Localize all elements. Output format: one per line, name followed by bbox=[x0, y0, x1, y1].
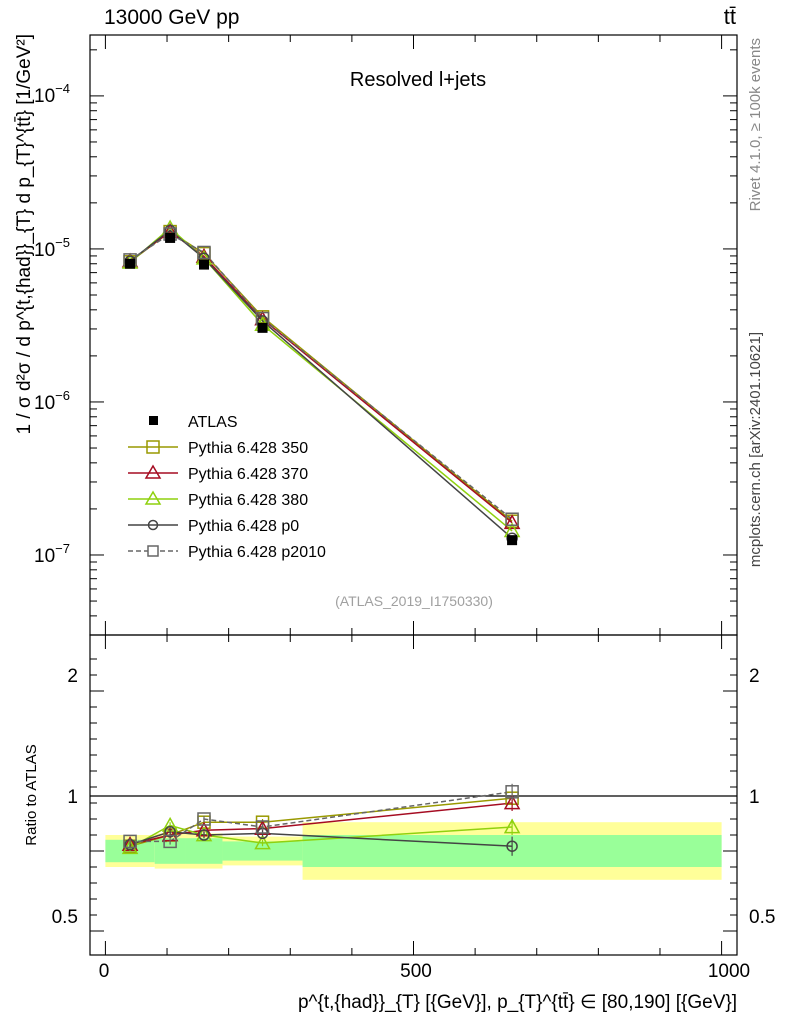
legend: ATLAS Pythia 6.428 350 Pythia 6.428 370 … bbox=[128, 414, 326, 561]
ratio-y-tick-label-1: 1 bbox=[67, 787, 78, 808]
ratio-panel-frame bbox=[89, 634, 738, 956]
y-axis-label: 1 / σ d²σ / d p^{t,{had}}_{T} d p_{T}^{t… bbox=[14, 34, 35, 434]
main-y-tick-labels: 10−7 10−6 10−5 10−4 bbox=[34, 81, 70, 567]
x-tick-label-1: 500 bbox=[400, 961, 432, 982]
data-point bbox=[507, 535, 518, 546]
legend-marker-2 bbox=[144, 490, 162, 505]
y-tick-label-2: 10−5 bbox=[34, 235, 70, 261]
ratio-marker-3 bbox=[506, 840, 518, 852]
ratio-markers bbox=[121, 783, 521, 856]
ratio-marker-4 bbox=[197, 812, 211, 826]
header-right: tt̄ bbox=[724, 4, 736, 29]
side-label-top: Rivet 4.1.0, ≥ 100k events bbox=[747, 38, 764, 211]
series-marker-4 bbox=[505, 512, 519, 526]
main-markers bbox=[121, 219, 521, 546]
legend-label-atlas: ATLAS bbox=[188, 414, 238, 431]
ratio-marker-4 bbox=[123, 834, 137, 849]
ratio-y-axis-label: Ratio to ATLAS bbox=[23, 744, 40, 845]
ratio-y-tick-label-right-0: 0.5 bbox=[749, 907, 775, 928]
ratio-axis-ticks bbox=[90, 635, 737, 955]
legend-marker-atlas bbox=[149, 416, 158, 425]
ratio-marker-1 bbox=[503, 794, 521, 810]
legend-marker-4 bbox=[147, 545, 159, 557]
ratio-marker-2 bbox=[503, 818, 521, 834]
ratio-y-tick-label-right-2: 2 bbox=[749, 666, 760, 687]
ratio-y-tick-label-right-1: 1 bbox=[749, 787, 760, 808]
data-point bbox=[198, 259, 209, 270]
y-tick-label-3: 10−4 bbox=[34, 81, 70, 107]
ratio-marker-4 bbox=[255, 820, 270, 834]
series-line-4 bbox=[129, 233, 513, 520]
legend-marker-1 bbox=[144, 464, 162, 479]
y-tick-label-0: 10−7 bbox=[34, 541, 70, 567]
series-line-2 bbox=[129, 227, 513, 532]
inner-uncertainty-band bbox=[222, 841, 303, 861]
series-marker-4 bbox=[197, 245, 211, 260]
x-tick-label-0: 0 bbox=[99, 961, 110, 982]
ratio-marker-4 bbox=[505, 785, 519, 799]
series-marker-1 bbox=[503, 514, 521, 530]
legend-label-2: Pythia 6.428 380 bbox=[188, 492, 308, 509]
ratio-marker-4 bbox=[163, 834, 177, 849]
header-left: 13000 GeV pp bbox=[104, 6, 239, 29]
data-point bbox=[257, 322, 268, 333]
legend-label-0: Pythia 6.428 350 bbox=[188, 440, 308, 457]
side-label-bottom: mcplots.cern.ch [arXiv:2401.10621] bbox=[747, 332, 764, 567]
x-tick-label-2: 1000 bbox=[708, 961, 750, 982]
analysis-watermark: (ATLAS_2019_I1750330) bbox=[335, 593, 493, 609]
legend-label-3: Pythia 6.428 p0 bbox=[188, 518, 299, 535]
legend-label-4: Pythia 6.428 p2010 bbox=[188, 544, 326, 561]
ratio-marker-2 bbox=[254, 834, 271, 850]
ratio-marker-3 bbox=[198, 829, 210, 841]
data-point bbox=[125, 258, 136, 269]
ratio-marker-3 bbox=[164, 826, 176, 838]
legend-marker-3 bbox=[147, 519, 159, 531]
data-point bbox=[165, 232, 176, 243]
plot-title: Resolved l+jets bbox=[350, 69, 486, 91]
legend-marker-0 bbox=[146, 440, 160, 454]
inner-uncertainty-band bbox=[185, 838, 223, 864]
legend-label-1: Pythia 6.428 370 bbox=[188, 466, 308, 483]
ratio-y-tick-label-2: 2 bbox=[67, 666, 78, 687]
x-axis-label: p^{t,{had}}_{T} [{GeV}], p_{T}^{tt̄} ∈ [… bbox=[298, 992, 737, 1013]
ratio-y-tick-label-0: 0.5 bbox=[52, 907, 78, 928]
y-tick-label-1: 10−6 bbox=[34, 388, 70, 414]
